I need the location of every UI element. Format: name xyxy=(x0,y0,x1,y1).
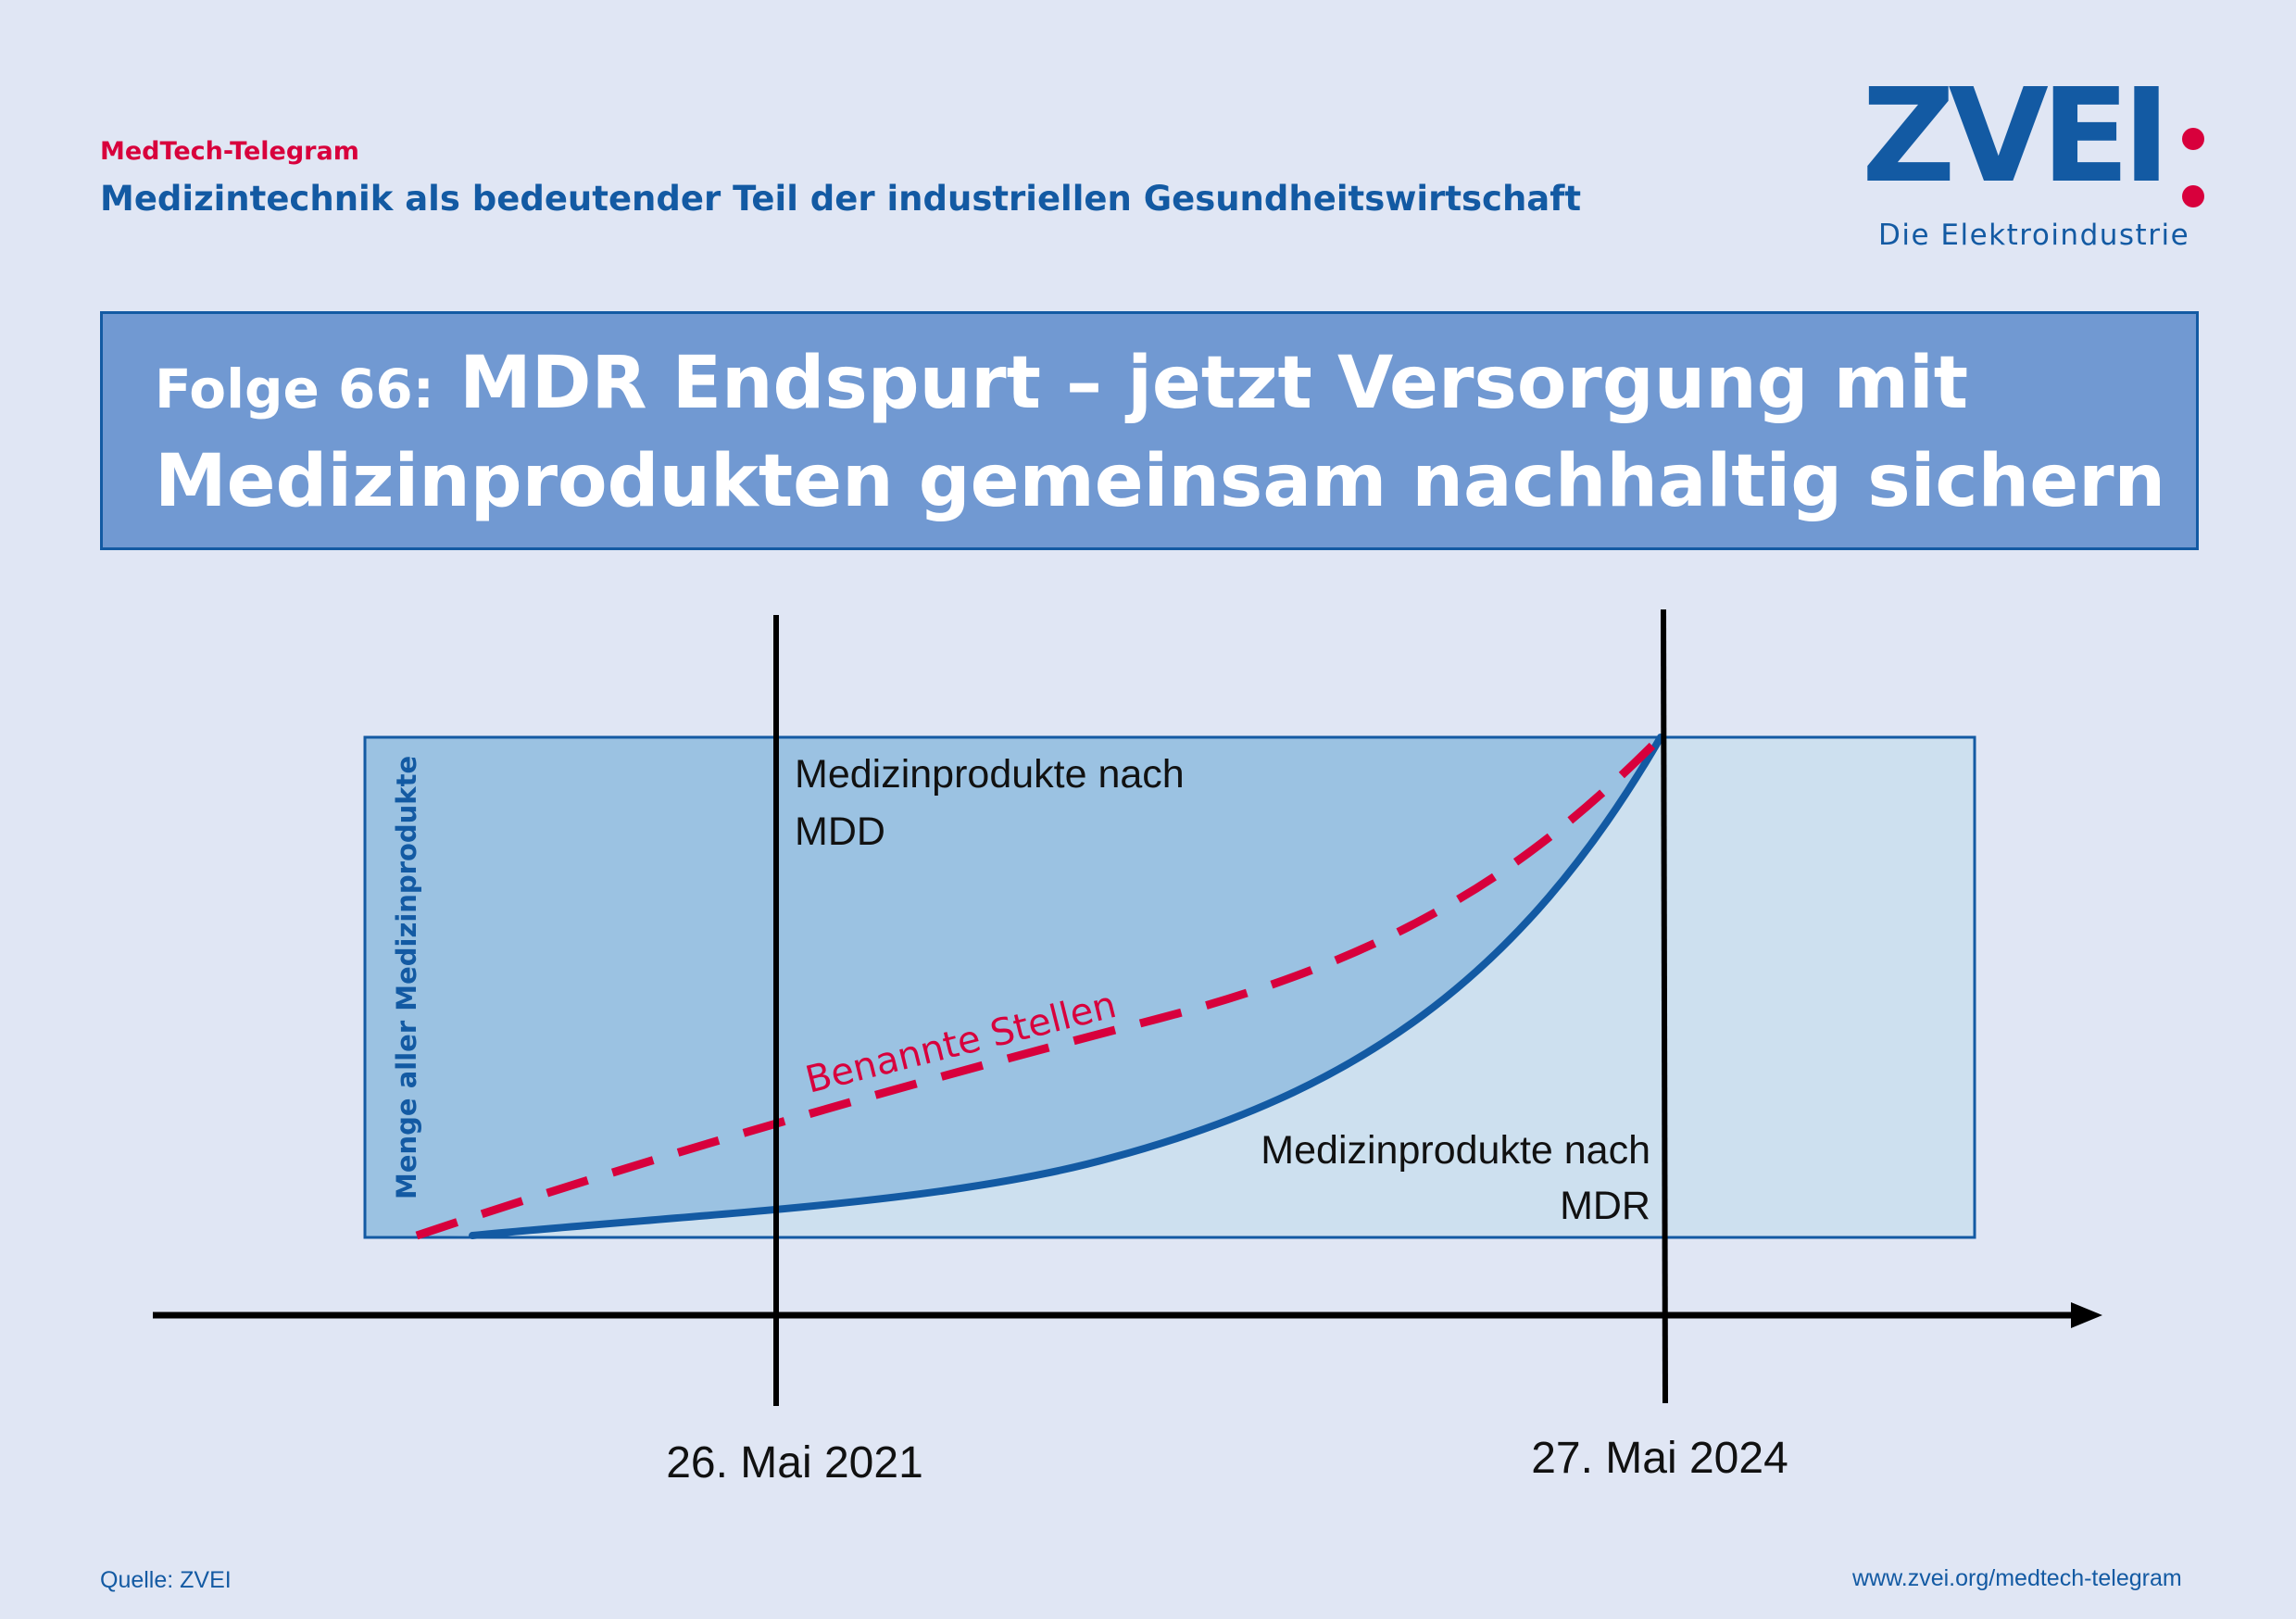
title-line-1: Folge 66: MDR Endspurt – jetzt Versorgun… xyxy=(155,342,1968,425)
mdd-label-line-1: Medizinprodukte nach xyxy=(795,752,1185,797)
episode-prefix: Folge 66: xyxy=(155,358,434,420)
mdd-area xyxy=(365,737,1661,1237)
date-label-2021: 26. Mai 2021 xyxy=(666,1438,923,1487)
y-axis-label: Menge aller Medizinprodukte xyxy=(391,756,422,1199)
kicker-label: MedTech-Telegram xyxy=(100,137,359,166)
mdr-label-line-2: MDR xyxy=(1560,1184,1650,1228)
notified-bodies-curve xyxy=(415,734,1664,1240)
logo-wordmark: ZVEI xyxy=(1862,61,2171,212)
footer-url-link[interactable]: www.zvei.org/medtech-telegram xyxy=(1852,1565,2182,1591)
time-axis-arrowhead xyxy=(2071,1302,2102,1328)
zvei-logo: ZVEI Die Elektroindustrie xyxy=(1862,72,2214,259)
source-note: Quelle: ZVEI xyxy=(100,1567,232,1593)
mdr-label-line-1: Medizinprodukte nach xyxy=(1261,1128,1650,1173)
overall-area-border xyxy=(363,735,1976,1239)
title-banner: Folge 66: MDR Endspurt – jetzt Versorgun… xyxy=(100,311,2199,550)
title-text-1: MDR Endspurt – jetzt Versorgung mit xyxy=(459,342,1969,425)
date-line-2024 xyxy=(1661,609,1668,1404)
mdd-label-line-2: MDD xyxy=(795,810,885,854)
mdr-curve xyxy=(469,734,1664,1239)
series-subtitle: Medizintechnik als bedeutender Teil der … xyxy=(100,179,1582,219)
logo-colon-icon xyxy=(2182,128,2206,220)
date-label-2024: 27. Mai 2024 xyxy=(1531,1434,1788,1483)
title-line-2: Medizinprodukten gemeinsam nachhaltig si… xyxy=(155,440,2166,523)
logo-tagline: Die Elektroindustrie xyxy=(1878,219,2190,252)
